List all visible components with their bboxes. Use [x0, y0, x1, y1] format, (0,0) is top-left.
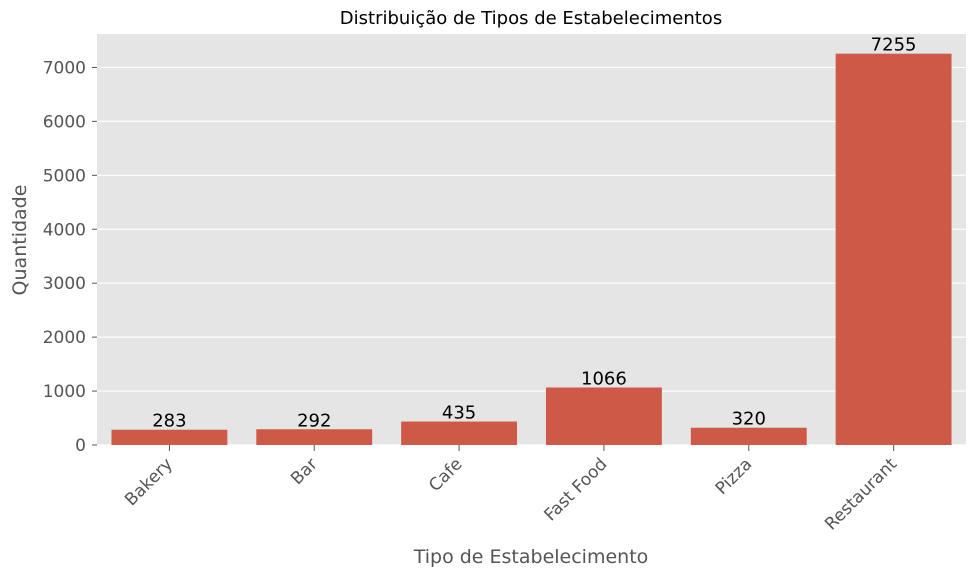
y-tick-label: 5000	[43, 166, 86, 186]
x-tick-label: Bakery	[121, 454, 177, 510]
plot-area	[97, 34, 966, 445]
bar-bakery	[111, 429, 228, 445]
y-tick-label: 7000	[43, 58, 86, 78]
chart-title: Distribuição de Tipos de Estabelecimento…	[340, 8, 722, 29]
y-axis-label: Quantidade	[9, 185, 31, 296]
data-label: 283	[152, 411, 186, 432]
x-axis-label: Tipo de Estabelecimento	[413, 546, 649, 568]
bar-bar	[256, 429, 373, 445]
y-tick-label: 2000	[43, 328, 86, 348]
y-axis-ticks: 0 1000 2000 3000 4000 5000 6000 7000	[43, 58, 97, 456]
x-tick-label: Restaurant	[821, 454, 901, 534]
bar-cafe	[401, 421, 518, 445]
bar-restaurant	[835, 53, 952, 445]
y-tick-label: 3000	[43, 274, 86, 294]
bar-fast-food	[545, 387, 662, 445]
x-tick-label: Bar	[287, 454, 322, 489]
y-tick-label: 6000	[43, 112, 86, 132]
data-label: 320	[732, 409, 766, 430]
x-axis-ticks: Bakery Bar Cafe Fast Food Pizza Restaurant	[121, 445, 901, 534]
x-tick-label: Cafe	[425, 454, 467, 496]
y-tick-label: 0	[75, 436, 86, 456]
x-tick-label: Fast Food	[541, 454, 612, 525]
y-tick-label: 4000	[43, 220, 86, 240]
bar-pizza	[690, 427, 807, 445]
data-label: 435	[442, 403, 476, 424]
bars	[111, 53, 952, 445]
data-label: 292	[297, 410, 331, 431]
gridlines	[97, 66, 966, 446]
data-label: 7255	[871, 35, 917, 56]
data-labels: 283 292 435 1066 320 7255	[152, 35, 916, 432]
y-tick-label: 1000	[43, 382, 86, 402]
x-tick-label: Pizza	[712, 454, 756, 498]
data-label: 1066	[581, 369, 627, 390]
